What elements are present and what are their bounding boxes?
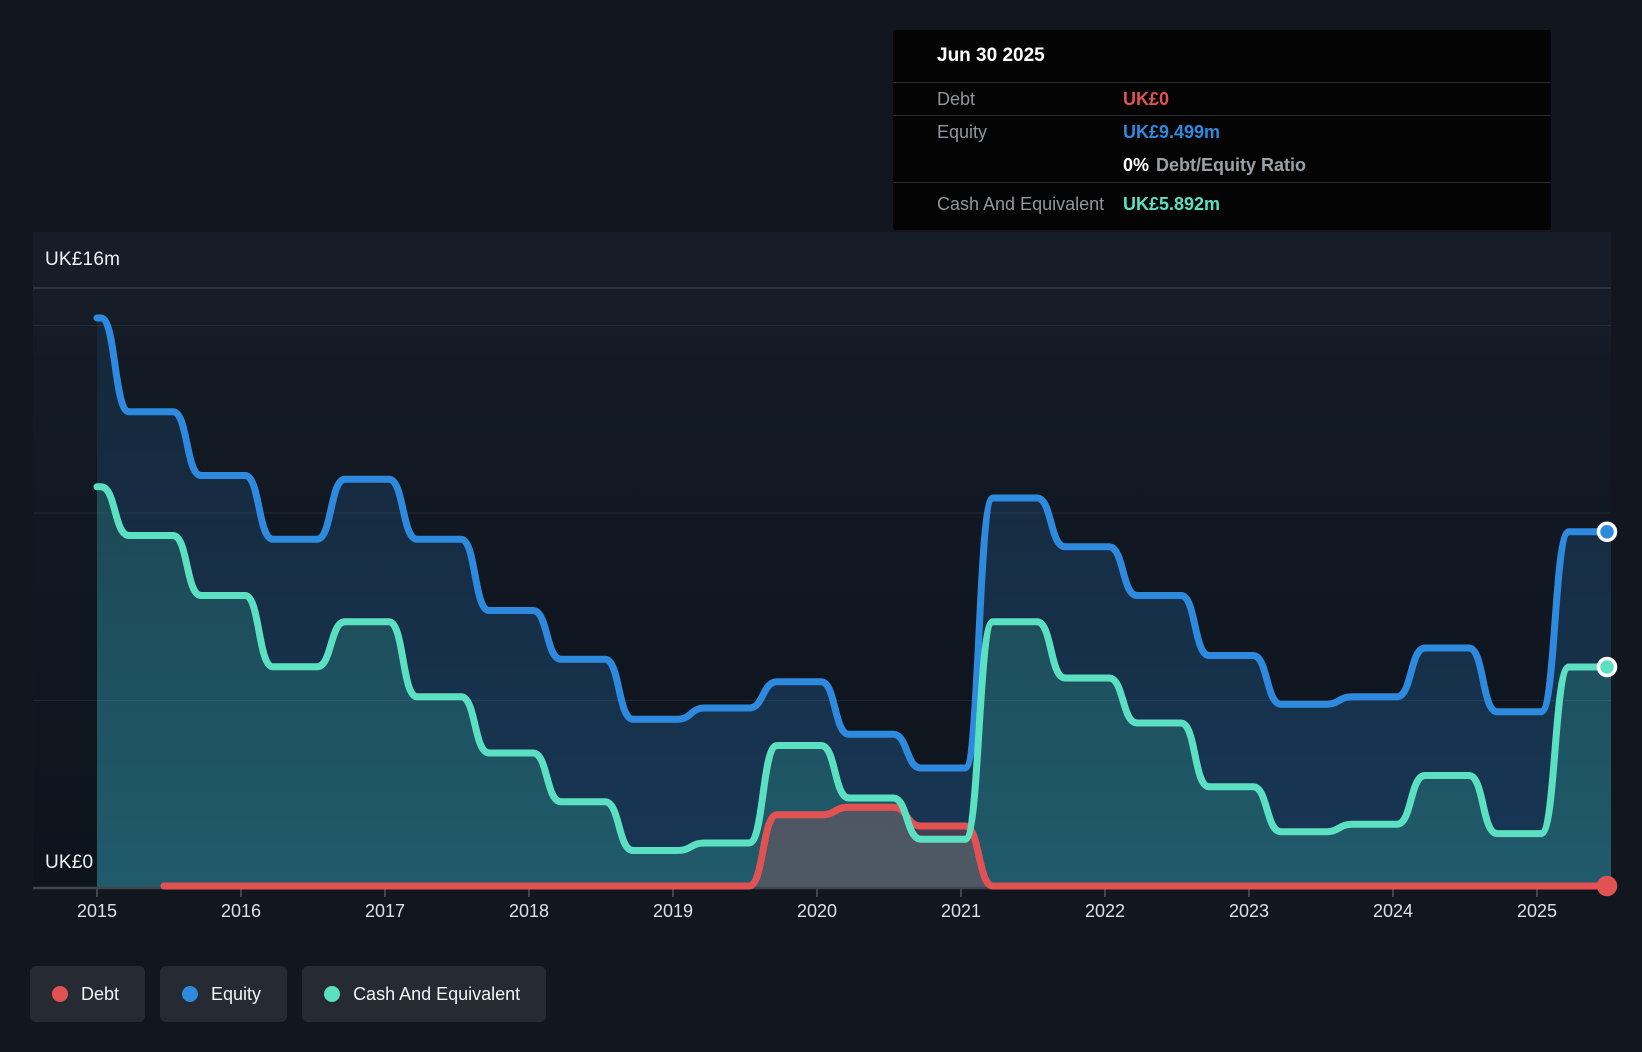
debt-dot-icon [52, 986, 68, 1002]
debt-area [164, 809, 1613, 888]
legend-equity-label: Equity [211, 983, 262, 1004]
legend-item-debt[interactable]: Debt [30, 966, 146, 1022]
tooltip-equity-label: Equity [937, 122, 988, 142]
tooltip-row-ratio: 0% Debt/Equity Ratio [893, 149, 1551, 183]
debt-line [160, 803, 1617, 890]
legend-item-equity[interactable]: Equity [160, 966, 288, 1022]
chart-legend: Debt Equity Cash And Equivalent [30, 966, 547, 1022]
tooltip-debt-value: UK£0 [1123, 88, 1170, 109]
equity-line [93, 314, 1617, 772]
legend-debt-label: Debt [81, 983, 120, 1004]
cash-and-equivalent-line [93, 483, 1617, 854]
tooltip-row-debt: Debt UK£0 [893, 83, 1551, 116]
tooltip-date: Jun 30 2025 [893, 30, 1551, 83]
y-axis-max-label: UK£16m [45, 249, 121, 270]
tooltip-cash-label: Cash And Equivalent [937, 194, 1105, 214]
tooltip-cash-value: UK£5.892m [1123, 194, 1221, 214]
y-axis-zero-label: UK£0 [45, 852, 94, 873]
legend-item-cash[interactable]: Cash And Equivalent [302, 966, 547, 1022]
cash-and-equivalent-endpoint-marker[interactable] [1596, 656, 1618, 678]
legend-cash-label: Cash And Equivalent [353, 983, 521, 1004]
cash-dot-icon [324, 986, 341, 1002]
tooltip-ratio-label: Debt/Equity Ratio [1156, 155, 1307, 175]
tooltip-ratio: 0% Debt/Equity Ratio [1123, 155, 1306, 176]
tooltip-row-equity: Equity UK£9.499m [893, 116, 1551, 149]
tooltip-equity-value: UK£9.499m [1123, 122, 1221, 142]
chart-tooltip: Jun 30 2025 Debt UK£0 Equity UK£9.499m 0… [893, 30, 1551, 230]
tooltip-debt-label: Debt [937, 88, 976, 109]
equity-endpoint-marker[interactable] [1596, 521, 1618, 543]
equity-dot-icon [182, 986, 199, 1002]
debt-endpoint-marker[interactable] [1596, 875, 1618, 897]
tooltip-ratio-value: 0% [1123, 155, 1150, 175]
tooltip-row-cash: Cash And Equivalent UK£5.892m [893, 183, 1551, 226]
